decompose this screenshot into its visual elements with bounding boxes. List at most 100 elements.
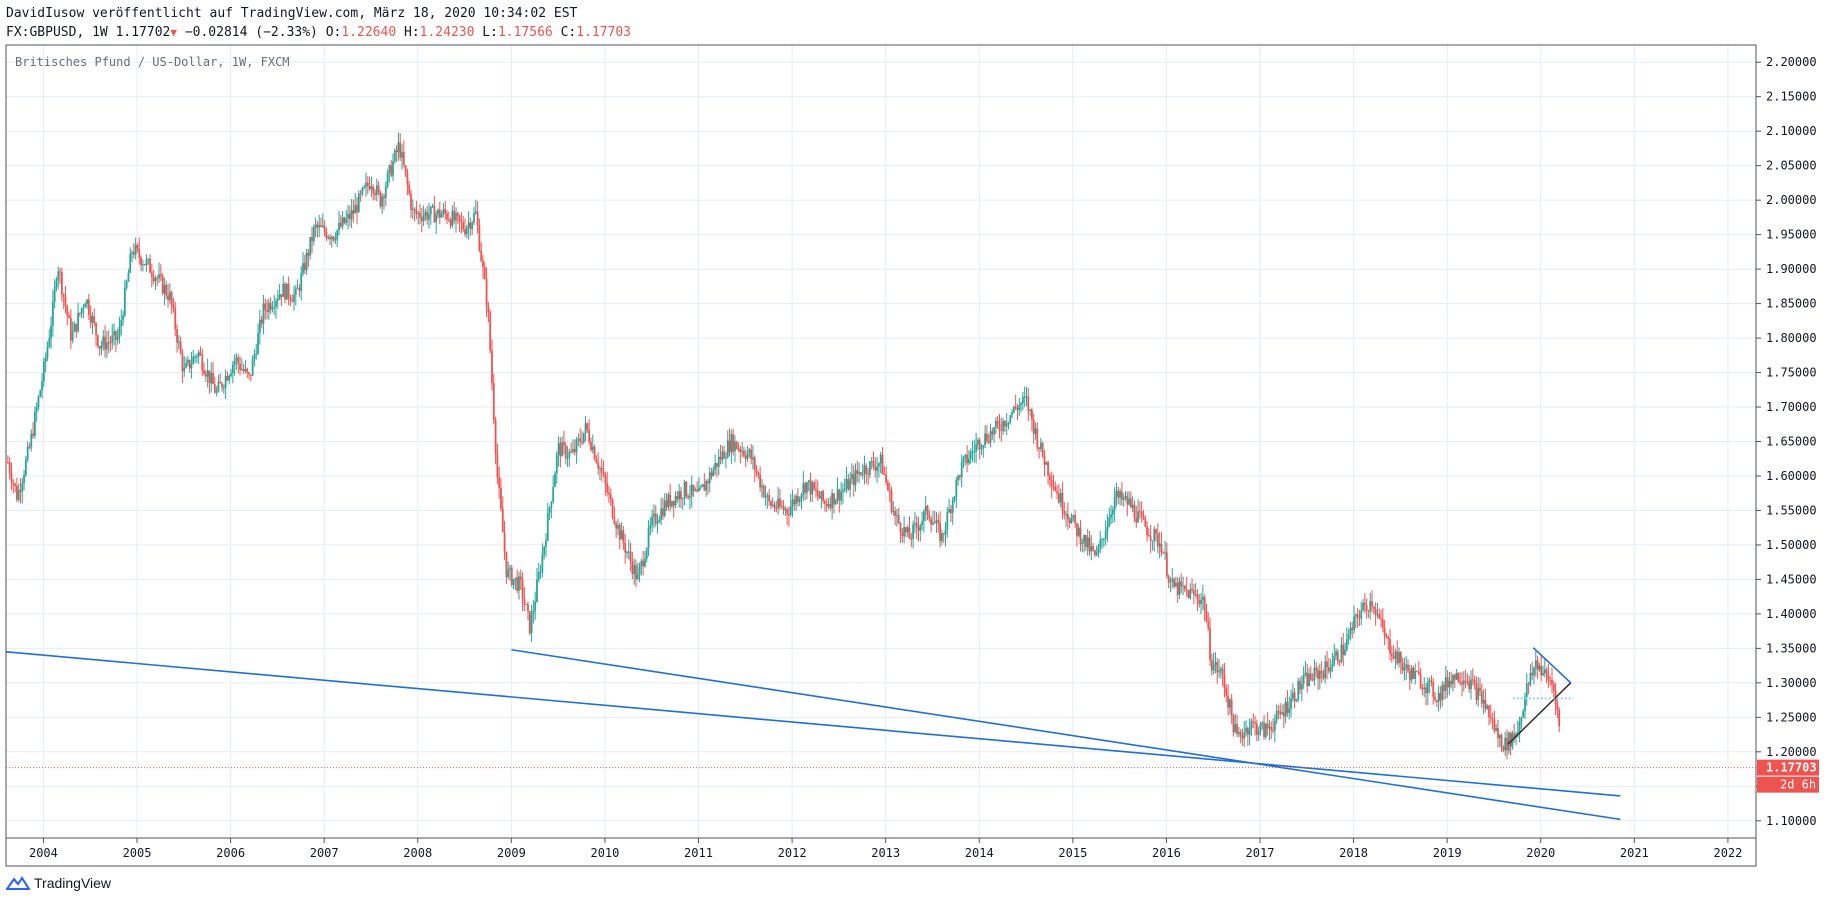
candle-body [275, 300, 277, 308]
candle-body [798, 498, 801, 503]
candle-body [710, 472, 713, 476]
countdown-label: 2d 6h [1780, 778, 1816, 792]
time-axis[interactable]: 2004 2005 2006 2007 2008 2009 2010 2011 2012 2013… [29, 838, 1742, 860]
candle-body [1297, 680, 1300, 700]
candle-body [1182, 585, 1184, 587]
candle-body [519, 576, 522, 580]
time-axis-frame [5, 837, 1757, 867]
candle-body [314, 224, 317, 227]
candle-body [842, 490, 844, 492]
candle-body [1408, 670, 1411, 681]
candle-body [1023, 396, 1026, 398]
x-tick-label: 2014 [965, 846, 994, 860]
candle-body [856, 470, 859, 475]
candle-body [1043, 455, 1046, 465]
candle-body [325, 231, 328, 239]
candle-body [642, 560, 645, 567]
candle-body [39, 390, 42, 397]
candle-body [1171, 578, 1174, 582]
candle-body [237, 357, 240, 364]
candle-body [219, 382, 222, 384]
candle-body [264, 303, 267, 310]
candle-body [566, 457, 569, 459]
candle-body [181, 353, 184, 372]
candle-body [1088, 537, 1091, 552]
candle-body [681, 498, 684, 500]
candle-body [246, 368, 249, 373]
candle-body [1518, 722, 1521, 733]
candle-body [708, 472, 711, 484]
candle-body [318, 225, 321, 228]
footer-brand[interactable]: TradingView [6, 875, 111, 891]
candle-body [545, 540, 547, 547]
candle-body [696, 489, 699, 492]
candle-body [57, 271, 60, 281]
candle-body [885, 474, 888, 483]
candle-body [1392, 656, 1395, 659]
candle-body [347, 213, 349, 219]
candle-body [789, 506, 792, 515]
candle-body [1353, 616, 1355, 631]
candle-body [1531, 672, 1534, 676]
candle-body [719, 456, 722, 460]
candle-body [143, 264, 146, 266]
candle-body [644, 558, 646, 567]
candle-body [235, 357, 238, 361]
candle-body [395, 150, 398, 153]
candle-body [1086, 537, 1089, 548]
candle-body [818, 495, 821, 499]
price-axis[interactable]: 1.100001.150001.200001.250001.300001.350… [1756, 55, 1817, 828]
candle-body [568, 451, 571, 458]
candle-body [874, 466, 877, 471]
candle-body [336, 230, 339, 240]
candle-body [1414, 671, 1417, 679]
candle-body [561, 442, 564, 457]
candle-body [732, 434, 735, 452]
candle-body [1401, 662, 1404, 671]
candle-body [298, 288, 301, 291]
candle-body [204, 374, 207, 377]
candle-body [1185, 589, 1188, 591]
candle-body [941, 533, 943, 542]
candle-body [1533, 667, 1535, 676]
candle-body [345, 218, 348, 223]
y-tick-label: 1.20000 [1766, 745, 1817, 759]
candle-body [791, 499, 794, 507]
candle-body [114, 331, 117, 340]
candle-body [399, 142, 402, 158]
candle-body [496, 453, 499, 478]
candle-body [1552, 684, 1555, 691]
grid [6, 45, 1756, 838]
candle-body [1084, 535, 1087, 548]
candle-body [116, 337, 119, 340]
candle-body [217, 382, 220, 391]
candle-body [1038, 447, 1040, 449]
candle-body [509, 567, 511, 570]
candle-body [667, 494, 670, 508]
candle-body [606, 483, 609, 493]
candle-body [1093, 549, 1096, 555]
candle-body [559, 443, 562, 457]
candle-body [1349, 627, 1352, 635]
candle-body [91, 316, 94, 323]
x-tick-label: 2009 [497, 846, 526, 860]
candle-body [1290, 698, 1292, 709]
candle-body [1273, 720, 1276, 731]
candle-body [248, 372, 250, 375]
candle-body [386, 172, 389, 187]
x-tick-label: 2011 [684, 846, 713, 860]
candle-body [1032, 419, 1035, 435]
candle-body [356, 204, 358, 213]
candle-body [505, 551, 508, 577]
candle-body [1356, 614, 1359, 618]
candle-body [1156, 533, 1159, 547]
candle-body [498, 477, 501, 488]
candle-body [361, 188, 364, 194]
candle-body [597, 462, 600, 469]
candle-body [525, 603, 528, 605]
candle-body [316, 224, 319, 228]
candle-body [300, 273, 303, 291]
candle-body [975, 444, 977, 452]
candle-body [978, 440, 981, 450]
